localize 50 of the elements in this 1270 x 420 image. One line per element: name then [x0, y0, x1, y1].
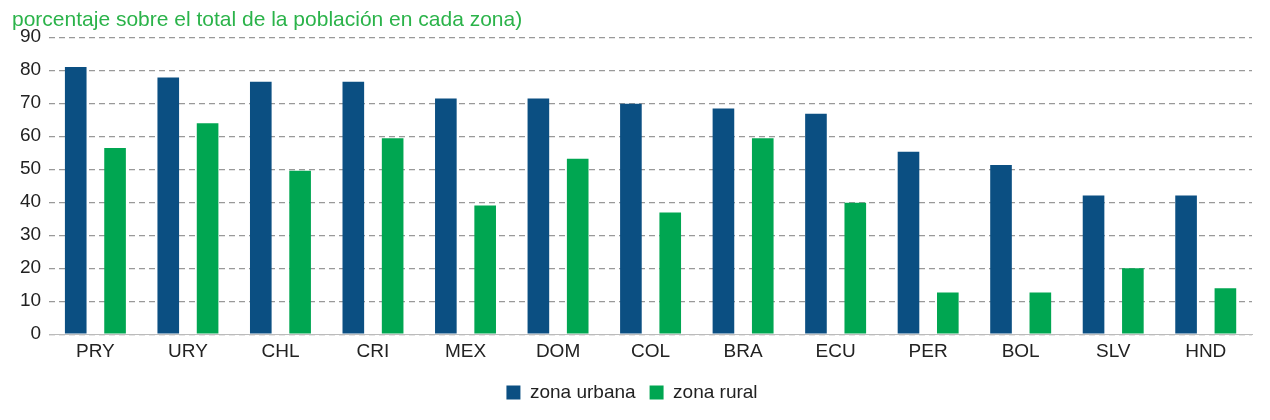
bar — [844, 202, 867, 334]
y-tick-label: 10 — [19, 289, 42, 311]
bar — [157, 77, 180, 334]
bar — [342, 81, 365, 334]
bar — [381, 138, 404, 334]
y-tick-label: 80 — [19, 58, 42, 80]
bar — [712, 108, 735, 334]
bar — [289, 170, 311, 334]
bar — [620, 103, 642, 334]
bar — [1082, 195, 1105, 334]
x-tick-label: HND — [1185, 339, 1227, 361]
bar — [805, 113, 827, 334]
legend-label: zona rural — [673, 380, 758, 402]
bar — [1175, 195, 1197, 334]
bar — [196, 123, 219, 334]
bar — [249, 81, 272, 334]
y-tick-label: 40 — [19, 190, 42, 212]
x-tick-label: COL — [631, 339, 671, 361]
bar — [751, 138, 774, 334]
bar — [1122, 268, 1144, 334]
bar — [566, 158, 589, 334]
legend-label: zona urbana — [529, 380, 637, 402]
bar — [474, 205, 496, 334]
x-tick-label: SLV — [1095, 339, 1131, 361]
y-tick-label: 0 — [30, 322, 42, 344]
x-tick-label: ECU — [815, 339, 856, 361]
y-tick-label: 30 — [19, 223, 42, 245]
x-tick-label: BRA — [723, 339, 763, 361]
bar — [64, 66, 87, 334]
x-tick-label: CRI — [356, 339, 390, 361]
bar — [527, 98, 550, 334]
bar — [1214, 288, 1237, 334]
x-tick-label: CHL — [261, 339, 300, 361]
x-tick-label: PER — [908, 339, 948, 361]
y-tick-label: 20 — [19, 256, 42, 278]
bar — [104, 148, 126, 334]
x-tick-label: DOM — [535, 339, 581, 361]
x-tick-label: PRY — [76, 339, 116, 361]
bar — [1029, 292, 1052, 334]
bar — [659, 212, 682, 334]
bar — [897, 151, 920, 334]
x-tick-label: URY — [168, 339, 209, 361]
bar — [937, 292, 959, 334]
y-tick-label: 50 — [19, 157, 42, 179]
x-tick-label: BOL — [1001, 339, 1040, 361]
y-tick-label: 70 — [19, 91, 42, 113]
y-tick-label: 60 — [19, 124, 42, 146]
bar — [990, 164, 1012, 334]
bar — [435, 98, 457, 334]
x-tick-label: MEX — [444, 339, 487, 361]
